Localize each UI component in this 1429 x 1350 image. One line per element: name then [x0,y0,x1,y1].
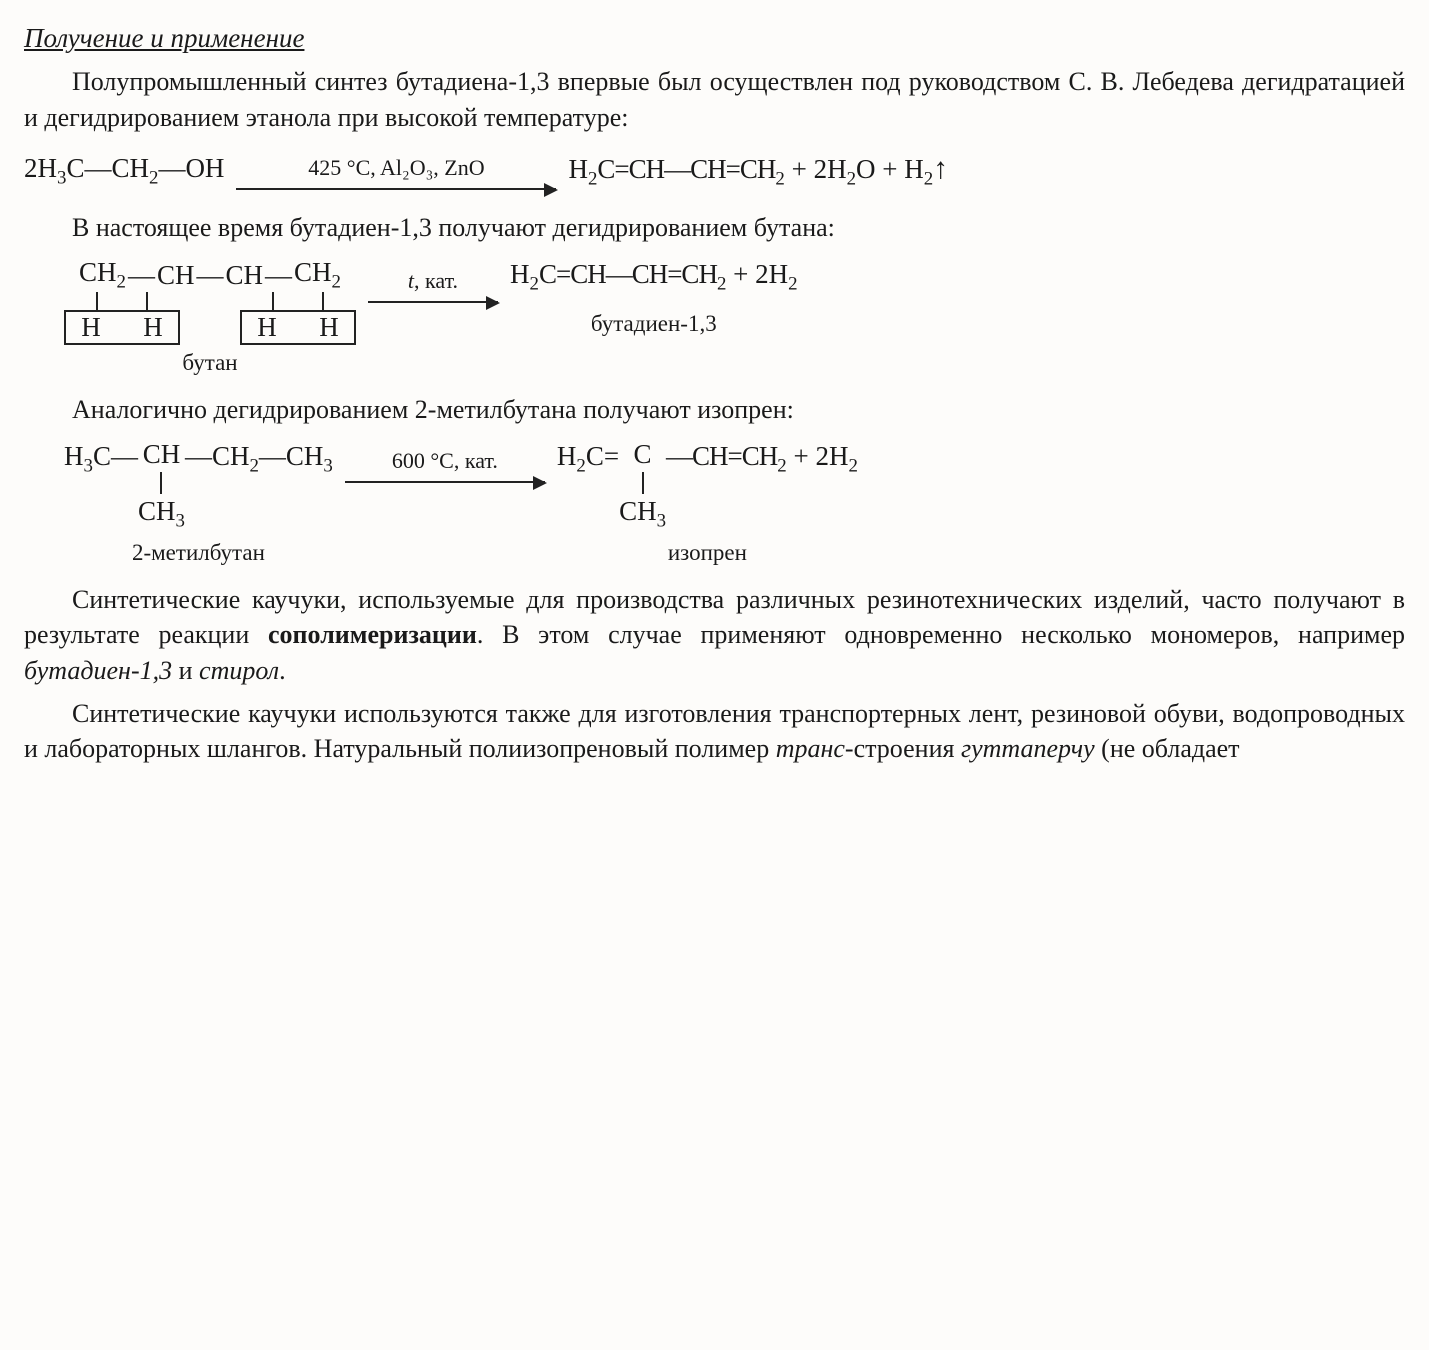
eq2-s1: 2 [117,271,126,292]
eq2-ch2-1: CH [79,257,117,287]
eq3-l4: —CH [259,441,324,471]
isoprene-product: H2C= C CH3 —CH=CH2 + 2H2 изопрен [557,441,858,564]
reaction-arrow-1: 425 °C, Al₂O₃, ZnO [236,150,556,190]
eq3-plus: + 2H [787,441,849,471]
eq1-lhs-m1: C—CH [66,153,149,183]
butadiene-product: H2C=CH—CH=CH2 + 2H2 бутадиен-1,3 [510,261,798,335]
eq1-lhs-m2: —OH [158,153,224,183]
eq3-cond: 600 °C, кат. [392,448,498,473]
p5-c: (не обладает [1095,734,1240,763]
eq3-r2: C= [586,441,619,471]
eq3-rC: C [634,441,652,468]
paragraph-4: Синтетические каучуки, используемые для … [24,582,1405,687]
p5-b: -строения [845,734,961,763]
eq2-rs1: 2 [530,273,539,294]
eq2-ch2-2: CH [294,257,332,287]
p4-i1: бутадиен-1,3 [24,656,172,685]
eq1-rs4: 2 [924,168,933,189]
eq3-r1s: 2 [576,455,585,476]
eq2-name-r: бутадиен-1,3 [591,312,717,335]
eq2-H4: H [318,314,340,341]
butane-structure: CH2 — CH — CH — CH2 HH HH [64,259,356,374]
eq2-name-l: бутан [182,351,237,374]
eq3-rCH3: CH [619,496,657,526]
eq3-l2: C— [93,441,138,471]
p4-b: . В этом случае применяют одновременно н… [477,620,1405,649]
p4-bold: сополимеризации [268,620,477,649]
eq3-lCH3s: 3 [175,510,184,531]
eq2-r1: H [510,259,530,289]
eq2-ch-2: CH [226,262,264,289]
p4-c: и [172,656,199,685]
gas-arrow-icon: ↑ [933,153,948,185]
paragraph-1: Полупромышленный синтез бутадиена-1,3 вп… [24,64,1405,134]
eq3-ps: 2 [848,455,857,476]
reaction-arrow-2: t, кат. [368,263,498,303]
eq2-plus: + 2H [726,259,788,289]
eq3-l3: —CH [185,441,250,471]
eq1-rs2: 2 [775,168,784,189]
eq2-cond-r: , кат. [414,268,458,293]
equation-2: CH2 — CH — CH — CH2 HH HH [64,259,1405,374]
equation-3: H3C— CH CH3 —CH2—CH3 2-метилбутан 600 °C… [64,441,1405,564]
eq1-conditions: 425 °C, Al₂O₃, ZnO [308,155,484,180]
p5-i1: транс [776,734,845,763]
eq3-l1s: 3 [84,455,93,476]
section-heading: Получение и применение [24,20,1405,56]
eq1-rs3: 2 [847,168,856,189]
p4-d: . [279,656,286,685]
eq3-lCH3: CH [138,496,176,526]
eq3-lCH: CH [143,441,181,468]
eq1-rs1: 2 [588,168,597,189]
eq1-r2: C=CH—CH=CH [597,154,775,184]
eq3-name-r: изопрен [668,541,747,564]
equation-1: 2H3C—CH2—OH 425 °C, Al₂O₃, ZnO H2C=CH—CH… [24,149,1405,192]
eq3-r3s: 2 [777,455,786,476]
eq3-r1: H [557,441,577,471]
reaction-arrow-3: 600 °C, кат. [345,443,545,483]
eq2-rs2: 2 [717,273,726,294]
eq3-l4s: 3 [323,455,332,476]
eq2-ch-1: CH [157,262,195,289]
paragraph-5: Синтетические каучуки используются также… [24,696,1405,766]
eq2-H2: H [142,314,164,341]
eq1-r3: + 2H [785,154,847,184]
paragraph-3: Аналогично дегидрированием 2-метилбутана… [24,392,1405,427]
paragraph-2: В настоящее время бутадиен-1,3 получают … [24,210,1405,245]
eq2-H3: H [256,314,278,341]
eq3-r3: —CH=CH [666,441,777,471]
eq1-r1: H [568,154,588,184]
eq3-l1: H [64,441,84,471]
eq2-r2: C=CH—CH=CH [539,259,717,289]
eq1-lhs-coef: 2H [24,153,57,183]
eq3-rCH3s: 3 [657,510,666,531]
eq1-r4: O + H [856,154,924,184]
p5-i2: гуттаперчу [961,734,1095,763]
eq3-l3s: 2 [249,455,258,476]
eq3-name-l: 2-метилбутан [132,541,265,564]
eq2-s2: 2 [332,271,341,292]
eq2-ps: 2 [788,273,797,294]
methylbutane-structure: H3C— CH CH3 —CH2—CH3 2-метилбутан [64,441,333,564]
eq2-H1: H [80,314,102,341]
p4-i2: стирол [199,656,279,685]
